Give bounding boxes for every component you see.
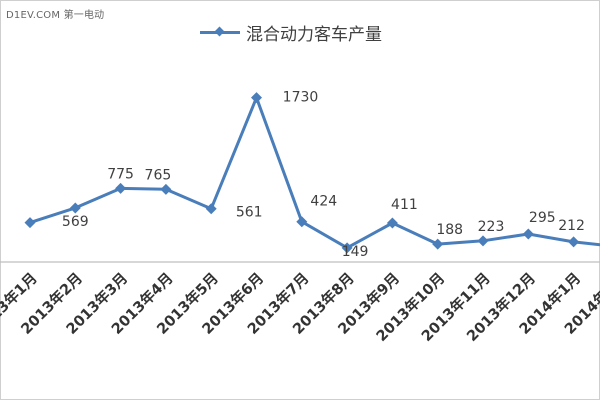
data-point-marker	[205, 203, 217, 215]
data-point-marker	[432, 238, 444, 250]
data-label: 569	[62, 214, 89, 230]
data-point-marker	[69, 202, 81, 214]
data-label: 295	[529, 210, 556, 226]
data-point-marker	[341, 242, 353, 254]
data-label: 424	[310, 194, 337, 210]
data-label: 212	[558, 218, 585, 234]
data-point-marker	[251, 92, 262, 104]
data-label: 411	[391, 197, 418, 213]
data-point-marker	[296, 216, 308, 228]
legend-line-marker-icon	[200, 25, 240, 39]
data-point-marker	[386, 217, 398, 229]
data-label: 1730	[283, 90, 319, 106]
data-point-marker	[160, 183, 172, 195]
data-point-marker	[477, 235, 489, 247]
data-label: 561	[236, 205, 263, 221]
legend-label: 混合动力客车产量	[246, 24, 382, 45]
data-label: 765	[145, 167, 172, 183]
data-label: 188	[436, 222, 463, 238]
watermark: D1EV.COM 第一电动	[6, 10, 105, 21]
data-label: 223	[478, 219, 505, 235]
chart-legend: 混合动力客车产量	[200, 20, 382, 45]
data-label: 775	[107, 166, 134, 182]
data-point-marker	[522, 228, 534, 240]
series-line	[29, 96, 600, 250]
data-point-marker	[24, 217, 36, 229]
data-point-marker	[568, 236, 580, 248]
data-label: 149	[342, 244, 369, 260]
data-point-marker	[115, 182, 127, 194]
